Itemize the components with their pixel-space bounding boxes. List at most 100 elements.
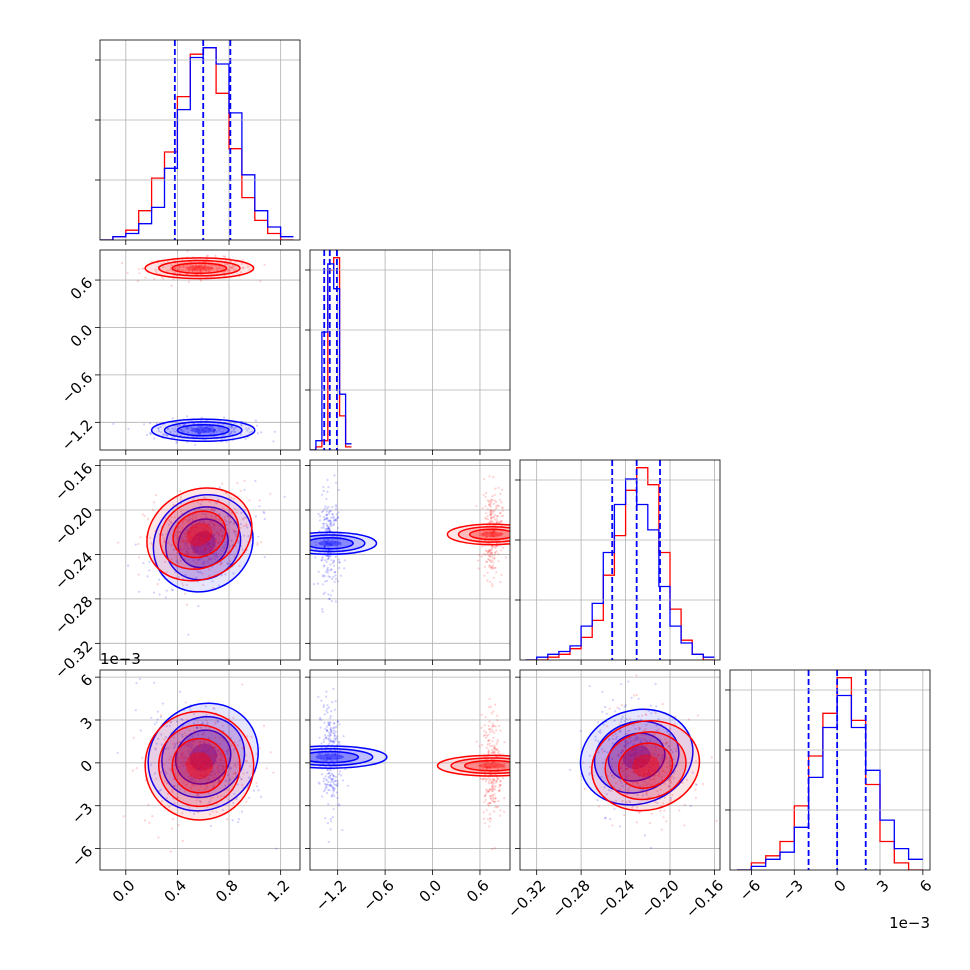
- sample-point: [327, 783, 330, 787]
- sample-point: [334, 753, 337, 757]
- sample-point: [328, 789, 331, 792]
- sample-point: [217, 513, 221, 516]
- sample-point: [154, 772, 157, 775]
- sample-point: [334, 739, 337, 742]
- sample-point: [644, 727, 647, 730]
- sample-point: [643, 775, 646, 778]
- sample-point: [642, 737, 645, 740]
- sample-point: [624, 733, 627, 736]
- sample-point: [489, 745, 492, 748]
- sample-point: [481, 545, 484, 548]
- sample-point: [190, 774, 193, 777]
- sample-point: [213, 429, 216, 432]
- sample-point: [214, 751, 217, 754]
- sample-point: [321, 493, 324, 496]
- sample-point: [150, 716, 153, 719]
- sample-point: [610, 765, 614, 768]
- sample-point: [492, 750, 495, 753]
- sample-point: [322, 565, 325, 568]
- sample-point: [159, 771, 162, 774]
- sample-point: [225, 541, 228, 544]
- scatter-points-red: [117, 479, 272, 606]
- sample-point: [330, 710, 333, 713]
- sample-point: [488, 813, 491, 816]
- sample-point: [327, 555, 330, 558]
- sample-point: [319, 716, 322, 719]
- sample-point: [621, 762, 625, 766]
- sample-point: [493, 750, 496, 753]
- sample-point: [197, 428, 200, 431]
- sample-point: [250, 430, 253, 433]
- sample-point: [489, 778, 492, 781]
- sample-point: [171, 417, 174, 420]
- sample-point: [186, 783, 189, 786]
- sample-point: [669, 764, 672, 767]
- sample-point: [490, 781, 493, 785]
- sample-point: [158, 789, 161, 793]
- sample-point: [217, 764, 221, 768]
- sample-point: [198, 270, 201, 273]
- sample-point: [212, 267, 215, 271]
- sample-point: [328, 776, 332, 780]
- sample-point: [171, 788, 174, 792]
- sample-point: [185, 583, 188, 587]
- sample-point: [166, 782, 169, 785]
- sample-point: [197, 429, 201, 432]
- sample-point: [221, 507, 224, 510]
- sample-point: [635, 766, 638, 769]
- sample-point: [319, 726, 322, 729]
- sample-point: [141, 513, 144, 516]
- sample-point: [634, 756, 637, 759]
- sample-point: [224, 779, 227, 782]
- sample-point: [337, 752, 340, 756]
- sample-point: [170, 515, 173, 518]
- sample-point: [492, 536, 495, 539]
- sample-point: [196, 428, 199, 431]
- sample-point: [496, 805, 500, 808]
- sample-point: [198, 265, 201, 268]
- sample-point: [199, 765, 203, 769]
- sample-point: [230, 430, 233, 433]
- sample-point: [215, 539, 218, 543]
- sample-point: [499, 512, 502, 515]
- sample-point: [237, 821, 240, 824]
- sample-point: [263, 555, 266, 559]
- sample-point: [663, 782, 666, 785]
- sample-point: [654, 747, 657, 750]
- sample-point: [227, 426, 230, 429]
- sample-point: [175, 560, 178, 564]
- sample-point: [628, 800, 631, 803]
- y-tick-label: −6: [68, 842, 96, 870]
- sample-point: [645, 723, 648, 726]
- sample-point: [199, 726, 202, 729]
- sample-point: [222, 738, 225, 741]
- sample-point: [197, 501, 200, 504]
- sample-point: [228, 514, 231, 517]
- sample-point: [181, 582, 184, 585]
- sample-point: [216, 532, 219, 535]
- x-tick-label: 0.0: [109, 876, 139, 906]
- sample-point: [204, 548, 207, 551]
- sample-point: [231, 543, 234, 547]
- sample-point: [232, 772, 235, 775]
- sample-point: [641, 776, 645, 779]
- sample-point: [493, 748, 496, 751]
- sample-point: [163, 433, 166, 436]
- sample-point: [223, 547, 226, 550]
- sample-point: [173, 430, 176, 433]
- sample-point: [221, 808, 224, 812]
- sample-point: [338, 770, 342, 773]
- sample-point: [645, 772, 648, 776]
- sample-point: [501, 766, 504, 769]
- sample-point: [161, 276, 164, 279]
- sample-point: [201, 721, 205, 724]
- sample-point: [636, 793, 639, 797]
- sample-point: [637, 785, 640, 788]
- sample-point: [184, 535, 187, 539]
- density-contour: [617, 742, 674, 789]
- sample-point: [632, 751, 636, 754]
- sample-point: [662, 816, 665, 819]
- sample-point: [236, 744, 239, 747]
- sample-point: [218, 513, 221, 516]
- sample-point: [227, 433, 231, 436]
